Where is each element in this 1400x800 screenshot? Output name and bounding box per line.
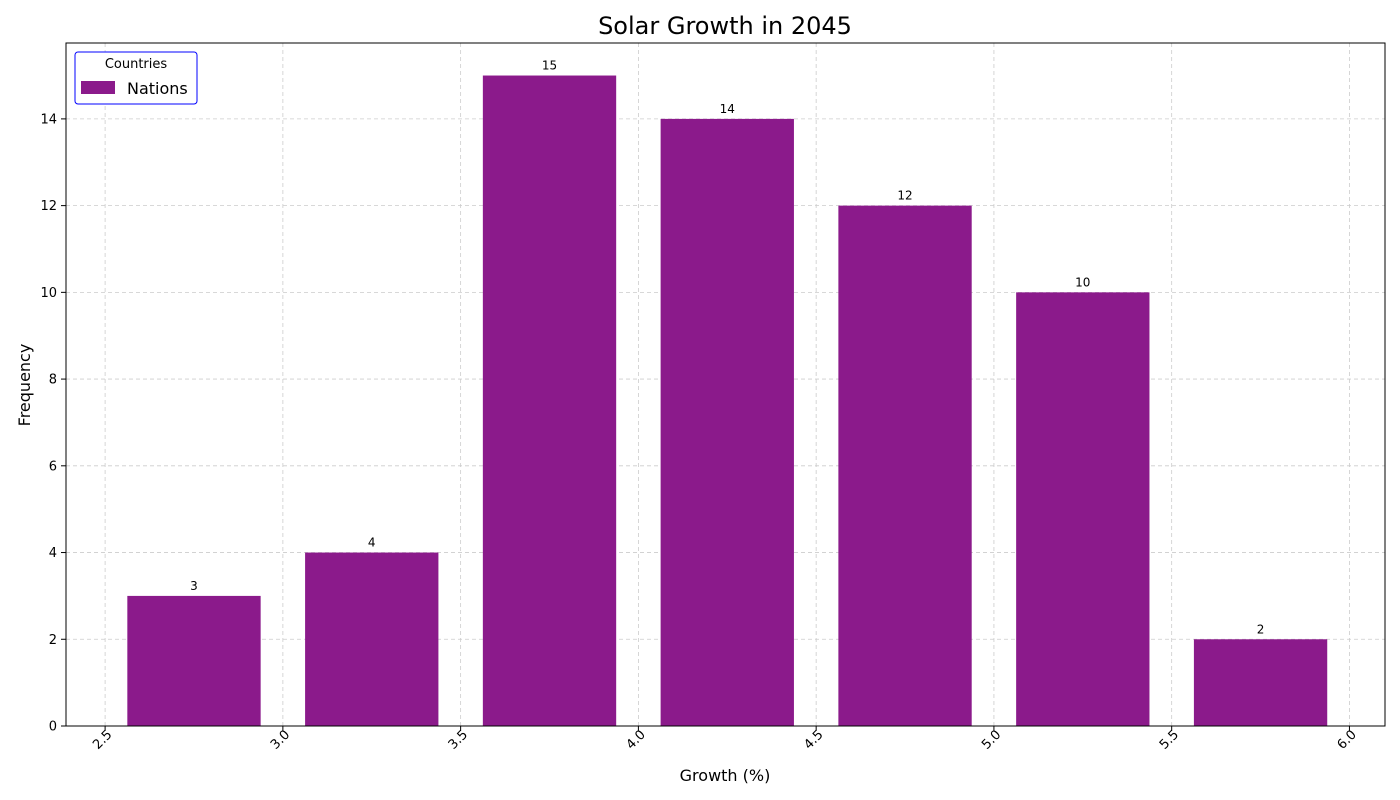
bar-data-label: 14 — [720, 102, 735, 116]
legend-swatch — [81, 81, 115, 94]
bar-data-label: 2 — [1257, 622, 1265, 636]
x-tick-label: 3.5 — [446, 727, 471, 752]
bar — [1016, 292, 1150, 726]
chart-title: Solar Growth in 2045 — [598, 12, 852, 40]
data-labels: 3 4 15 14 12 10 2 — [190, 59, 1264, 637]
legend-title: Countries — [105, 57, 168, 72]
y-tick-label: 4 — [49, 546, 57, 561]
y-tick-label: 6 — [49, 459, 57, 474]
y-axis-title: Frequency — [15, 344, 34, 427]
x-tick-label: 5.5 — [1157, 727, 1182, 752]
x-tick-label: 4.5 — [801, 727, 826, 752]
bar-data-label: 3 — [190, 579, 198, 593]
bars — [127, 75, 1328, 727]
plot-frame — [65, 42, 1386, 727]
y-tick-label: 8 — [49, 373, 57, 388]
x-tick-label: 2.5 — [90, 727, 115, 752]
y-tick-label: 14 — [40, 112, 57, 127]
x-tick-label: 4.0 — [624, 727, 649, 752]
bar-data-label: 12 — [897, 189, 912, 203]
x-tick-label: 5.0 — [979, 727, 1004, 752]
bar — [1193, 639, 1328, 726]
y-tick-label: 2 — [49, 633, 57, 648]
y-tick-label: 12 — [40, 199, 57, 214]
legend-entry-label: Nations — [127, 79, 188, 98]
bar — [305, 552, 439, 726]
x-tick-label: 3.0 — [268, 727, 293, 752]
x-tick-label: 6.0 — [1335, 727, 1360, 752]
bar-data-label: 15 — [542, 59, 557, 73]
bar-data-label: 4 — [368, 536, 376, 550]
bar — [127, 595, 261, 726]
y-tick-label: 0 — [49, 720, 57, 735]
y-tick-label: 10 — [40, 286, 57, 301]
bar — [660, 118, 794, 726]
bar-data-label: 10 — [1075, 275, 1090, 289]
legend: Countries Nations — [74, 51, 198, 105]
x-axis-title: Growth (%) — [680, 766, 771, 785]
bar — [482, 75, 617, 727]
bar — [838, 205, 972, 727]
